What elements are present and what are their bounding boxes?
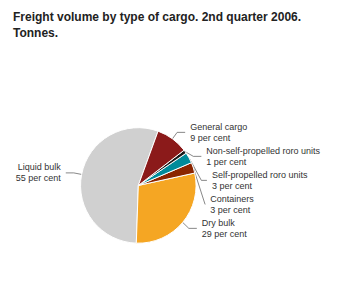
svg-text:3 per cent: 3 per cent [210, 205, 251, 215]
svg-text:Self-propelled roro units: Self-propelled roro units [212, 170, 308, 180]
svg-text:Liquid bulk: Liquid bulk [18, 162, 62, 172]
svg-text:55 per cent: 55 per cent [16, 173, 62, 183]
svg-text:Dry bulk: Dry bulk [202, 218, 236, 228]
svg-text:1 per cent: 1 per cent [206, 157, 247, 167]
svg-text:9 per cent: 9 per cent [190, 133, 231, 143]
svg-text:Containers: Containers [210, 194, 254, 204]
svg-text:Tonnes.: Tonnes. [13, 26, 58, 40]
svg-text:Non-self-propelled roro units: Non-self-propelled roro units [206, 146, 320, 156]
svg-text:3 per cent: 3 per cent [212, 181, 253, 191]
svg-text:General cargo: General cargo [190, 122, 247, 132]
svg-text:Freight volume by type of carg: Freight volume by type of cargo. 2nd qua… [13, 10, 301, 24]
svg-text:29 per cent: 29 per cent [202, 229, 248, 239]
